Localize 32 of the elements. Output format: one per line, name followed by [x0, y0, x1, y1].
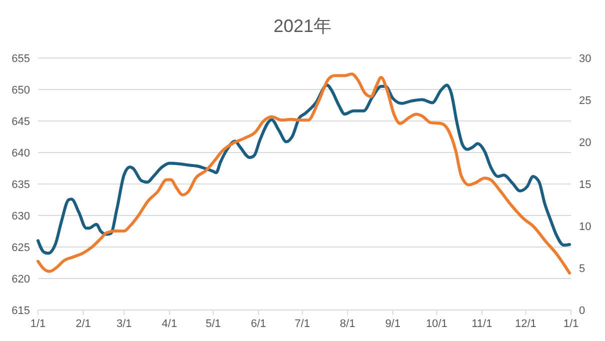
line-series — [36, 72, 572, 275]
y-tick-label: 645 — [12, 116, 30, 128]
chart-title: 2021年 — [273, 16, 332, 36]
y2-tick-label: 15 — [579, 179, 592, 191]
x-tick-label: 4/1 — [162, 318, 178, 330]
y2-tick-label: 25 — [579, 95, 592, 107]
y-tick-label: 640 — [12, 148, 30, 160]
y2-tick-label: 30 — [579, 53, 592, 65]
x-tick-label: 11/1 — [472, 318, 492, 330]
x-tick-label: 1/1 — [30, 318, 46, 330]
y-tick-label: 635 — [12, 179, 30, 191]
x-tick-label: 10/1 — [426, 318, 448, 330]
y-tick-label: 615 — [12, 305, 30, 317]
y-tick-label: 655 — [12, 53, 30, 65]
y-tick-label: 630 — [12, 210, 30, 222]
x-tick-label: 9/1 — [385, 318, 400, 330]
x-tick-label: 5/1 — [206, 318, 221, 330]
y2-tick-label: 10 — [579, 221, 592, 233]
y-tick-label: 625 — [12, 242, 30, 254]
x-tick-label: 8/1 — [340, 318, 356, 330]
y2-tick-label: 0 — [579, 305, 586, 317]
y-tick-label: 620 — [12, 274, 30, 286]
x-tick-label: 2/1 — [76, 318, 91, 330]
x-tick-label: 1/1 — [563, 318, 579, 330]
x-tick-label: 6/1 — [250, 318, 266, 330]
x-tick-label: 7/1 — [294, 318, 310, 330]
y-tick-label: 650 — [12, 84, 30, 96]
line-series — [36, 84, 572, 255]
y2-tick-label: 20 — [579, 137, 592, 149]
x-tick-label: 3/1 — [116, 318, 132, 330]
y2-tick-label: 5 — [579, 263, 586, 275]
x-tick-label: 12/1 — [515, 318, 536, 330]
